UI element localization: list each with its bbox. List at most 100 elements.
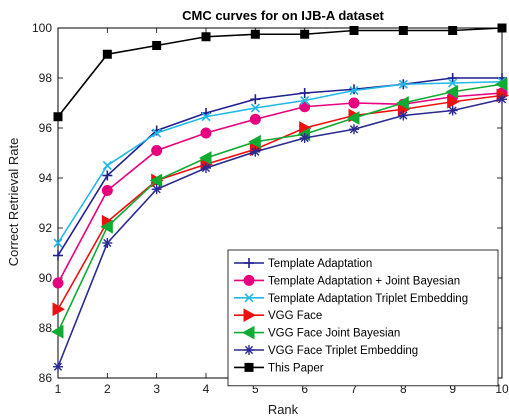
legend-entry-3: VGG Face <box>234 308 322 323</box>
series-0 <box>53 73 507 261</box>
legend-label: Template Adaptation Triplet Embedding <box>268 293 468 305</box>
data-point <box>494 77 508 92</box>
legend-label: This Paper <box>268 362 324 374</box>
data-point <box>497 94 507 105</box>
legend-entry-0: Template Adaptation <box>234 258 372 270</box>
legend-marker <box>243 308 257 323</box>
legend-marker <box>241 325 255 340</box>
data-point <box>201 32 211 42</box>
data-point <box>201 163 211 173</box>
data-point <box>398 26 408 35</box>
data-point <box>445 84 459 99</box>
series-line <box>57 92 503 284</box>
data-point <box>300 95 310 106</box>
data-point <box>398 79 408 89</box>
data-point <box>200 127 212 139</box>
series-line <box>57 98 503 368</box>
y-tick-label: 90 <box>39 271 53 285</box>
data-point <box>201 112 211 122</box>
data-point <box>152 128 162 138</box>
series-line <box>57 27 503 118</box>
data-point <box>248 134 261 149</box>
series-line <box>57 77 502 256</box>
data-point <box>249 113 261 125</box>
data-point <box>396 96 409 110</box>
x-tick-label: 3 <box>153 382 160 396</box>
data-point <box>198 151 212 165</box>
y-tick-label: 94 <box>39 171 53 185</box>
x-axis-title: Rank <box>268 402 299 417</box>
data-point <box>53 250 63 261</box>
series-4 <box>50 77 508 339</box>
legend-entry-1: Template Adaptation + Joint Bayesian <box>234 274 460 287</box>
data-point <box>52 277 64 289</box>
series-line <box>57 83 503 333</box>
legend-marker <box>244 293 254 303</box>
chart-title: CMC curves for on IJB-A dataset <box>182 8 384 23</box>
x-tick-label: 5 <box>252 382 259 396</box>
data-point <box>53 361 63 372</box>
data-point <box>151 145 163 156</box>
y-tick-label: 92 <box>39 221 53 235</box>
data-point <box>52 302 66 317</box>
series-line <box>57 80 503 244</box>
data-point <box>250 94 261 105</box>
data-point <box>398 110 409 121</box>
data-point <box>250 29 260 39</box>
legend-marker <box>244 258 254 268</box>
y-tick-label: 98 <box>39 71 53 85</box>
x-tick-label: 9 <box>449 382 456 396</box>
y-tick-label: 88 <box>39 321 53 335</box>
legend-label: VGG Face Joint Bayesian <box>268 328 400 340</box>
legend-marker <box>244 345 254 355</box>
x-tick-label: 7 <box>351 382 358 396</box>
legend-box <box>227 249 499 387</box>
data-point <box>349 85 359 96</box>
series-6 <box>53 23 507 122</box>
data-point <box>349 124 359 135</box>
data-point <box>299 133 310 143</box>
data-point <box>53 112 63 122</box>
data-point <box>102 49 112 59</box>
data-point <box>447 73 458 83</box>
series-2 <box>53 77 507 248</box>
data-point <box>151 184 162 195</box>
y-tick-label: 100 <box>32 21 52 35</box>
data-point <box>346 111 360 125</box>
data-point <box>447 105 458 116</box>
data-point <box>50 324 64 339</box>
x-tick-label: 2 <box>104 382 111 396</box>
data-point <box>149 173 163 188</box>
legend-label: Template Adaptation <box>268 258 372 270</box>
series-5 <box>53 94 507 372</box>
legend-label: VGG Face <box>268 310 322 322</box>
data-point <box>102 160 112 171</box>
data-point <box>100 219 113 234</box>
data-point <box>349 26 359 35</box>
x-tick-label: 6 <box>301 382 308 396</box>
data-point <box>448 26 458 35</box>
data-point <box>299 101 311 113</box>
x-tick-label: 1 <box>55 382 62 396</box>
data-point <box>250 146 261 157</box>
data-point <box>102 170 113 181</box>
legend-marker <box>244 362 254 372</box>
data-point <box>299 88 310 98</box>
data-point <box>349 84 359 95</box>
legend-entry-4: VGG Face Joint Bayesian <box>234 325 400 340</box>
legend-label: Template Adaptation + Joint Bayesian <box>268 275 460 287</box>
data-point <box>497 23 507 33</box>
y-axis-title: Correct Retrieval Rate <box>6 138 21 267</box>
x-tick-label: 4 <box>203 382 210 396</box>
x-tick-label: 8 <box>400 382 407 396</box>
legend: Template Adaptation Template Adaptation +… <box>227 249 499 387</box>
y-tick-label: 96 <box>39 121 53 135</box>
legend-label: VGG Face Triplet Embedding <box>268 345 418 357</box>
data-point <box>152 41 162 50</box>
legend-entry-2: Template Adaptation Triplet Embedding <box>234 293 468 305</box>
data-point <box>348 97 360 109</box>
legend-entry-5: VGG Face Triplet Embedding <box>234 345 418 357</box>
x-tick-label: 10 <box>495 382 509 396</box>
